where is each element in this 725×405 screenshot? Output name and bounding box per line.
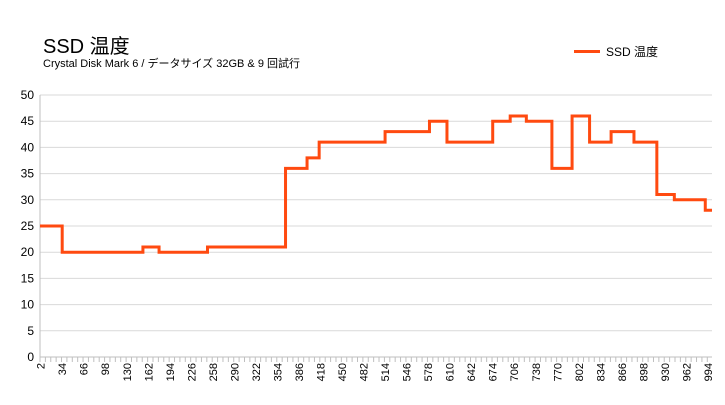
x-tick-label: 2 [36,363,48,369]
y-tick-label: 35 [21,167,35,181]
x-tick-label: 194 [165,363,177,381]
x-tick-label: 450 [337,363,349,381]
x-tick-label: 674 [488,363,500,381]
x-tick-label: 258 [208,363,220,381]
legend-swatch [574,50,600,53]
y-tick-label: 50 [21,88,35,102]
x-tick-label: 738 [531,363,543,381]
x-tick-label: 898 [638,363,650,381]
x-tick-label: 130 [122,363,134,381]
x-tick-label: 962 [681,363,693,381]
y-tick-label: 5 [27,324,34,338]
y-tick-label: 25 [21,219,35,233]
x-tick-label: 418 [316,363,328,381]
legend: SSD 温度 [574,43,658,60]
y-tick-label: 15 [21,271,35,285]
chart-subtitle: Crystal Disk Mark 6 / データサイズ 32GB & 9 回試… [43,58,300,70]
x-tick-label: 482 [359,363,371,381]
y-tick-label: 40 [21,140,35,154]
x-tick-label: 98 [100,363,112,375]
x-tick-label: 930 [660,363,672,381]
y-tick-label: 0 [27,350,34,364]
x-tick-label: 610 [445,363,457,381]
x-tick-label: 770 [552,363,564,381]
x-tick-label: 66 [79,363,91,375]
y-tick-label: 30 [21,193,35,207]
x-tick-label: 386 [294,363,306,381]
x-tick-label: 706 [509,363,521,381]
legend-label: SSD 温度 [606,45,659,59]
y-tick-label: 10 [21,298,35,312]
x-tick-label: 866 [617,363,629,381]
x-tick-label: 354 [272,363,284,381]
x-tick-label: 578 [423,363,435,381]
x-tick-label: 322 [251,363,263,381]
x-tick-label: 226 [186,363,198,381]
x-tick-label: 514 [380,363,392,381]
y-tick-label: 20 [21,245,35,259]
x-tick-label: 834 [595,363,607,381]
y-tick-label: 45 [21,114,35,128]
x-tick-label: 642 [466,363,478,381]
x-tick-label: 34 [57,363,69,375]
chart-title: SSD 温度 [43,36,130,58]
x-tick-label: 802 [574,363,586,381]
x-tick-label: 290 [229,363,241,381]
x-tick-label: 162 [143,363,155,381]
x-tick-label: 994 [703,363,715,381]
x-tick-label: 546 [402,363,414,381]
series-line [40,114,712,254]
